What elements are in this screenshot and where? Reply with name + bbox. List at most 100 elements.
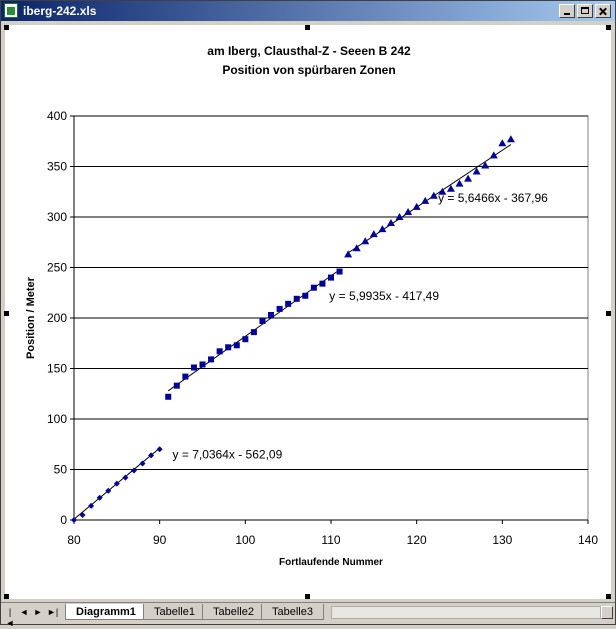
data-point	[293, 295, 300, 302]
data-point	[481, 161, 490, 169]
trendline-label: y = 5,6466x - 367,96	[438, 191, 548, 205]
data-point	[190, 364, 197, 371]
horizontal-scrollbar[interactable]	[331, 606, 601, 619]
data-point	[429, 191, 438, 199]
data-point	[302, 292, 309, 299]
y-tick-label: 50	[54, 463, 68, 477]
data-point	[421, 196, 430, 204]
data-point	[378, 225, 387, 233]
data-point	[369, 230, 378, 238]
title-bar[interactable]: iberg-242.xls	[1, 1, 615, 21]
window-title: iberg-242.xls	[23, 4, 97, 18]
data-point	[96, 494, 103, 501]
data-point	[199, 361, 206, 368]
close-button[interactable]	[595, 4, 611, 18]
tab-tabelle2[interactable]: Tabelle2	[202, 604, 265, 620]
selection-handle-middle-left[interactable]	[4, 311, 9, 316]
selection-handle-top-right[interactable]	[606, 25, 611, 30]
data-point	[250, 329, 257, 336]
trendline-label: y = 7,0364x - 562,09	[173, 447, 283, 461]
sheet-tab-bar: |◄ ◄ ► ►| Diagramm1 Tabelle1 Tabelle2 Ta…	[1, 602, 615, 628]
x-tick-label: 90	[153, 533, 167, 547]
data-point	[285, 300, 292, 307]
data-point	[268, 311, 275, 318]
data-point	[156, 446, 163, 453]
y-tick-label: 150	[47, 362, 67, 376]
data-point	[148, 452, 155, 459]
data-point	[233, 342, 240, 349]
data-point	[242, 336, 249, 343]
trendline-label: y = 5,9935x - 417,49	[329, 289, 439, 303]
minimize-button[interactable]	[559, 4, 575, 18]
data-point	[113, 480, 120, 487]
data-point	[344, 250, 353, 258]
tab-diagramm1[interactable]: Diagramm1	[65, 604, 147, 620]
data-point	[259, 318, 266, 325]
data-point	[395, 213, 404, 220]
scroll-right-button[interactable]	[601, 606, 613, 619]
y-tick-label: 100	[47, 412, 67, 426]
data-point	[446, 184, 455, 192]
data-point	[122, 474, 129, 481]
selection-handle-top-center[interactable]	[305, 25, 310, 30]
data-point	[208, 356, 215, 363]
data-point	[352, 244, 361, 252]
chart-title[interactable]: am Iberg, Clausthal-Z - Seeen B 242	[207, 44, 411, 58]
data-point	[310, 284, 317, 291]
data-point	[386, 219, 395, 227]
x-tick-label: 100	[235, 533, 255, 547]
x-tick-label: 120	[407, 533, 427, 547]
selection-handle-bottom-right[interactable]	[606, 594, 611, 599]
data-point	[438, 187, 447, 195]
selection-handle-middle-right[interactable]	[606, 311, 611, 316]
y-tick-label: 0	[60, 513, 67, 527]
data-point	[328, 274, 334, 281]
window-controls	[559, 4, 611, 18]
y-tick-label: 400	[47, 109, 67, 123]
data-point	[472, 167, 481, 175]
data-point	[489, 151, 498, 159]
x-axis-label: Fortlaufende Nummer	[279, 557, 383, 568]
x-tick-label: 130	[492, 533, 512, 547]
y-tick-label: 300	[47, 210, 67, 224]
selection-handle-bottom-left[interactable]	[4, 594, 9, 599]
data-point	[412, 202, 421, 210]
data-point	[130, 467, 137, 474]
last-sheet-button[interactable]: ►|	[47, 607, 59, 617]
tab-tabelle1[interactable]: Tabelle1	[143, 604, 206, 620]
data-point	[139, 460, 146, 467]
y-tick-label: 250	[47, 261, 67, 275]
prev-sheet-button[interactable]: ◄	[19, 607, 29, 617]
x-tick-label: 110	[321, 533, 340, 547]
excel-file-icon[interactable]	[4, 3, 18, 18]
data-point	[173, 382, 180, 389]
data-point	[216, 348, 223, 355]
selection-handle-bottom-center[interactable]	[305, 594, 310, 599]
data-point	[225, 344, 232, 351]
chart-subtitle[interactable]: Position von spürbaren Zonen	[222, 63, 396, 77]
x-tick-label: 80	[67, 533, 81, 547]
data-point	[336, 268, 343, 275]
data-point	[506, 135, 515, 143]
maximize-button[interactable]	[577, 4, 593, 18]
data-point	[361, 237, 370, 245]
data-point	[276, 305, 283, 312]
data-point	[455, 179, 464, 187]
data-point	[71, 517, 77, 523]
data-point	[105, 487, 112, 494]
data-point	[182, 373, 189, 380]
selection-handle-top-left[interactable]	[4, 25, 9, 30]
data-point	[404, 207, 413, 215]
data-point	[498, 139, 507, 147]
x-tick-label: 140	[578, 533, 598, 547]
data-point	[88, 502, 95, 509]
data-point	[79, 511, 86, 518]
next-sheet-button[interactable]: ►	[33, 607, 43, 617]
data-point	[319, 280, 326, 287]
tab-tabelle3[interactable]: Tabelle3	[261, 604, 324, 620]
data-point	[464, 174, 473, 182]
first-sheet-button[interactable]: |◄	[5, 607, 15, 628]
y-tick-label: 350	[47, 160, 67, 174]
